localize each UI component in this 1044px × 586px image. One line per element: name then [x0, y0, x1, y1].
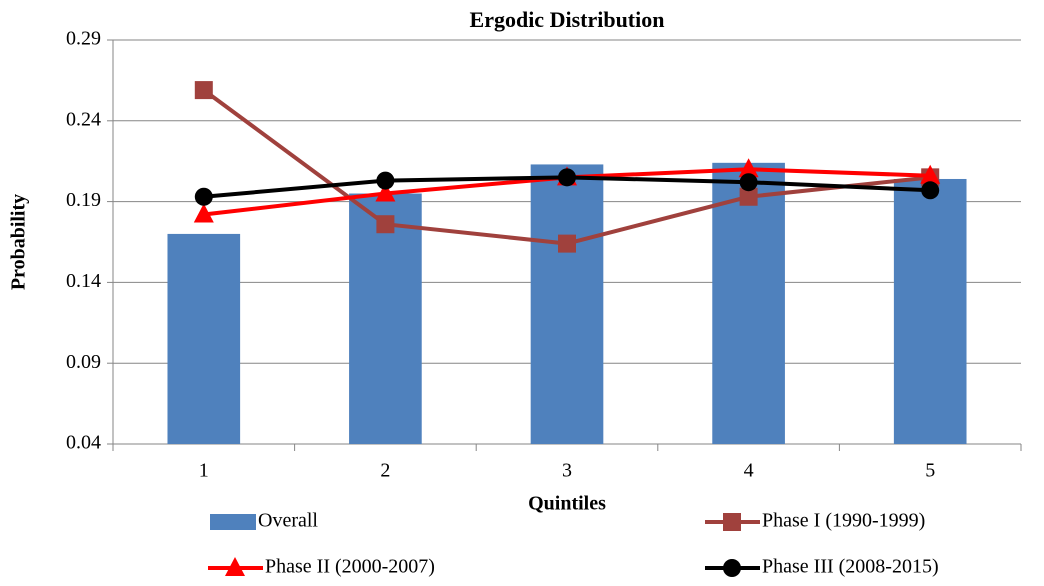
y-tick-label: 0.19 — [66, 189, 101, 211]
y-tick-label: 0.09 — [66, 351, 101, 373]
bar — [893, 178, 967, 444]
marker — [558, 234, 576, 253]
bar — [530, 164, 604, 444]
bar — [712, 162, 785, 445]
marker — [738, 158, 759, 178]
marker — [921, 181, 940, 200]
marker — [376, 215, 395, 234]
y-tick-label: 0.24 — [66, 108, 101, 130]
x-tick-label: 2 — [380, 460, 390, 482]
marker — [739, 187, 758, 206]
marker — [193, 203, 214, 223]
legend-label: Phase I (1990-1999) — [762, 510, 925, 532]
legend-label: Overall — [258, 510, 318, 532]
y-tick-label: 0.14 — [66, 270, 101, 292]
y-axis-title: Probability — [8, 194, 30, 290]
y-tick-label: 0.29 — [66, 28, 101, 50]
marker — [194, 81, 213, 100]
bar — [349, 193, 422, 444]
x-tick-label: 5 — [925, 460, 935, 482]
legend-marker — [723, 513, 741, 531]
bar — [167, 233, 241, 444]
x-tick-label: 3 — [562, 460, 572, 482]
legend-marker — [723, 559, 741, 577]
x-axis-title: Quintiles — [528, 493, 606, 515]
legend-label: Phase II (2000-2007) — [265, 556, 435, 578]
chart-title: Ergodic Distribution — [470, 7, 665, 32]
marker — [920, 164, 941, 184]
marker — [376, 171, 395, 190]
x-tick-label: 1 — [199, 460, 209, 482]
marker — [558, 168, 576, 187]
legend-label: Phase III (2008-2015) — [762, 556, 939, 578]
legend-marker — [225, 557, 245, 576]
y-tick-label: 0.04 — [66, 432, 101, 454]
marker — [739, 173, 758, 192]
legend-swatch — [210, 514, 256, 530]
marker — [194, 187, 213, 206]
marker — [375, 182, 396, 202]
x-tick-label: 4 — [744, 460, 754, 482]
